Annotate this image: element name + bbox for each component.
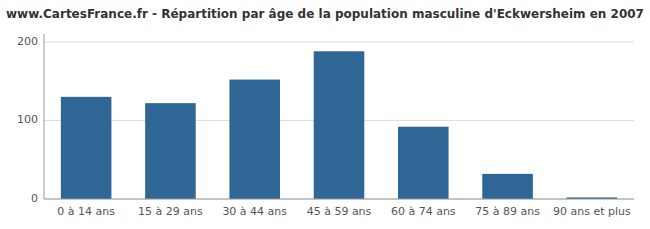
y-tick-label: 0 <box>31 192 38 205</box>
x-axis-line <box>44 199 634 200</box>
bar <box>61 97 112 199</box>
x-tick-label: 90 ans et plus <box>553 205 631 218</box>
chart-container: www.CartesFrance.fr - Répartition par âg… <box>0 0 650 229</box>
bar <box>314 51 365 199</box>
x-tick-label: 60 à 74 ans <box>391 205 456 218</box>
x-tick-label: 15 à 29 ans <box>138 205 203 218</box>
bar <box>482 174 533 199</box>
y-tick-label: 100 <box>17 113 38 126</box>
bar <box>229 80 280 199</box>
x-tick-label: 30 à 44 ans <box>222 205 287 218</box>
y-tick-label: 200 <box>17 35 38 48</box>
title: www.CartesFrance.fr - Répartition par âg… <box>6 7 644 21</box>
bar <box>398 127 449 199</box>
x-tick-label: 45 à 59 ans <box>307 205 372 218</box>
bar <box>145 103 196 199</box>
bars <box>61 51 617 199</box>
x-tick-label: 75 à 89 ans <box>475 205 540 218</box>
chart: www.CartesFrance.fr - Répartition par âg… <box>0 0 650 229</box>
grid-line <box>44 41 634 42</box>
y-axis-line <box>44 34 45 199</box>
x-tick-label: 0 à 14 ans <box>57 205 115 218</box>
grid-line <box>44 199 634 200</box>
grid <box>44 42 634 199</box>
